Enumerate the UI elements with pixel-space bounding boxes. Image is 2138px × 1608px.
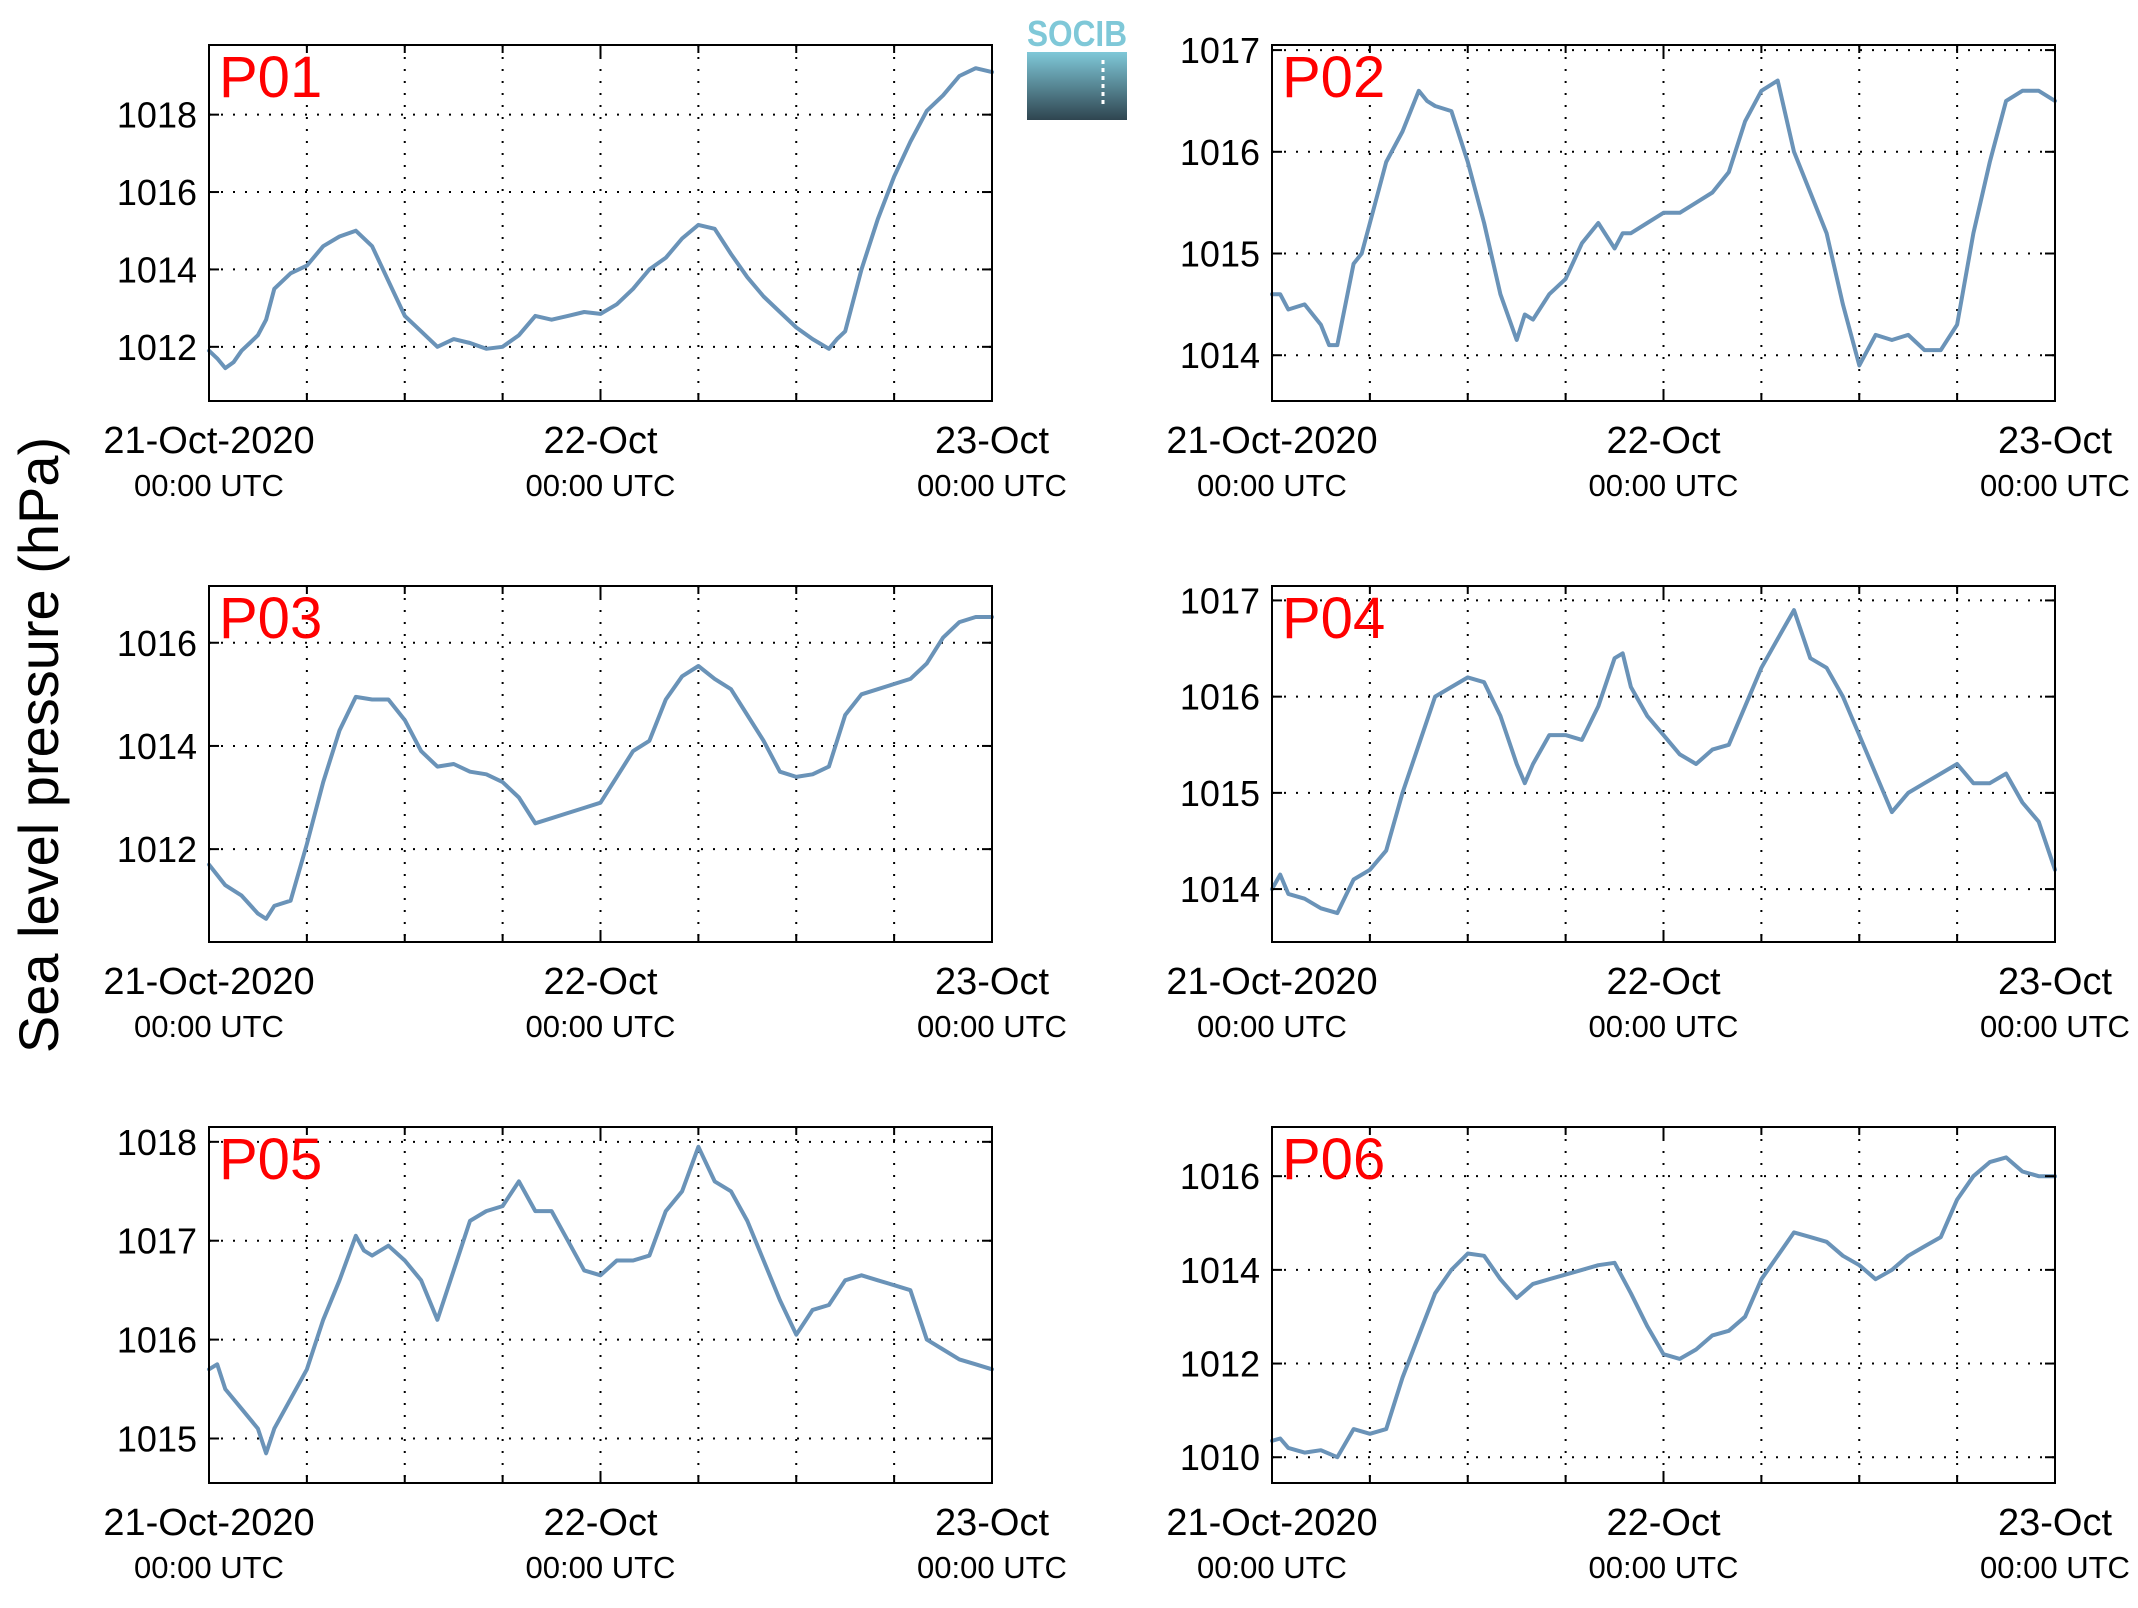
y-tick-label: 1012 (1180, 1344, 1260, 1385)
y-tick-label: 1017 (117, 1221, 197, 1262)
x-tick-label: 21-Oct-2020 (1166, 1502, 1377, 1544)
plot-area (209, 45, 992, 401)
y-tick-label: 1012 (117, 829, 197, 870)
x-tick-sublabel: 00:00 UTC (526, 1550, 676, 1585)
chart-panel-5: 1015 1016 1017 1018 21-Oct-2020 00:00 UTC 22-O… (103, 1122, 1067, 1585)
plot-area (1272, 586, 2055, 942)
x-tick-sublabel: 00:00 UTC (1589, 468, 1739, 503)
x-tick-sublabel: 00:00 UTC (1980, 468, 2130, 503)
y-axis-label: Sea level pressure (hPa) (7, 437, 70, 1053)
series-line-p02 (1270, 78, 2057, 368)
panel-label: P05 (219, 1127, 322, 1192)
y-tick-label: 1018 (117, 95, 197, 136)
panel-label: P04 (1282, 586, 1385, 651)
x-tick-sublabel: 00:00 UTC (134, 468, 284, 503)
series-line-p06 (1270, 1155, 2057, 1460)
socib-logo: SOCIB (1027, 13, 1127, 120)
series-line-p05 (207, 1144, 994, 1456)
x-tick-label: 22-Oct (543, 961, 657, 1003)
y-tick-label: 1016 (1180, 677, 1260, 718)
y-tick-label: 1016 (1180, 1156, 1260, 1197)
y-tick-label: 1014 (117, 726, 197, 767)
y-tick-label: 1016 (117, 623, 197, 664)
logo-block (1027, 52, 1127, 120)
y-tick-label: 1015 (1180, 234, 1260, 275)
panels: 1012 1014 1016 1018 21-Oct-2020 00:00 UTC 22-O… (103, 30, 2130, 1585)
x-tick-label: 23-Oct (1998, 961, 2112, 1003)
y-tick-label: 1016 (117, 172, 197, 213)
logo-text: SOCIB (1027, 13, 1127, 54)
chart-panel-2: 1014 1015 1016 1017 21-Oct-2020 00:00 UTC 22-O… (1166, 30, 2130, 503)
x-tick-sublabel: 00:00 UTC (526, 468, 676, 503)
panel-label: P06 (1282, 1127, 1385, 1192)
plot-area (1272, 45, 2055, 401)
y-tick-label: 1014 (1180, 869, 1260, 910)
x-tick-sublabel: 00:00 UTC (1197, 468, 1347, 503)
x-tick-label: 21-Oct-2020 (1166, 961, 1377, 1003)
y-tick-label: 1012 (117, 327, 197, 368)
y-tick-label: 1014 (117, 249, 197, 290)
x-tick-sublabel: 00:00 UTC (1980, 1009, 2130, 1044)
chart-panel-4: 1014 1015 1016 1017 21-Oct-2020 00:00 UTC 22-O… (1166, 580, 2130, 1044)
plot-area (209, 586, 992, 942)
series-line-p03 (207, 615, 994, 921)
x-tick-sublabel: 00:00 UTC (134, 1550, 284, 1585)
y-tick-label: 1014 (1180, 1250, 1260, 1291)
y-tick-label: 1015 (117, 1419, 197, 1460)
plot-area (209, 1127, 992, 1483)
x-tick-sublabel: 00:00 UTC (1589, 1009, 1739, 1044)
y-tick-label: 1016 (117, 1320, 197, 1361)
x-tick-sublabel: 00:00 UTC (1197, 1009, 1347, 1044)
x-tick-label: 22-Oct (543, 1502, 657, 1544)
x-tick-label: 23-Oct (1998, 420, 2112, 462)
series-line-p01 (207, 66, 994, 371)
panel-label: P01 (219, 45, 322, 110)
x-tick-label: 22-Oct (1606, 420, 1720, 462)
chart-panel-6: 1010 1012 1014 1016 21-Oct-2020 00:00 UTC 22-O… (1166, 1126, 2130, 1585)
x-tick-label: 21-Oct-2020 (1166, 420, 1377, 462)
x-tick-sublabel: 00:00 UTC (1980, 1550, 2130, 1585)
y-tick-label: 1017 (1180, 580, 1260, 621)
y-tick-label: 1016 (1180, 132, 1260, 173)
x-tick-sublabel: 00:00 UTC (134, 1009, 284, 1044)
x-tick-label: 21-Oct-2020 (103, 1502, 314, 1544)
x-tick-label: 22-Oct (1606, 961, 1720, 1003)
x-tick-sublabel: 00:00 UTC (526, 1009, 676, 1044)
x-tick-sublabel: 00:00 UTC (917, 1009, 1067, 1044)
plot-area (1272, 1127, 2055, 1483)
x-tick-label: 23-Oct (935, 420, 1049, 462)
y-tick-label: 1014 (1180, 335, 1260, 376)
x-tick-label: 22-Oct (543, 420, 657, 462)
x-tick-label: 23-Oct (935, 1502, 1049, 1544)
y-tick-label: 1017 (1180, 30, 1260, 71)
y-tick-label: 1018 (117, 1122, 197, 1163)
panel-label: P02 (1282, 45, 1385, 110)
x-tick-label: 21-Oct-2020 (103, 420, 314, 462)
x-tick-label: 23-Oct (1998, 1502, 2112, 1544)
x-tick-sublabel: 00:00 UTC (1589, 1550, 1739, 1585)
x-tick-label: 23-Oct (935, 961, 1049, 1003)
chart-panel-1: 1012 1014 1016 1018 21-Oct-2020 00:00 UTC 22-O… (103, 44, 1067, 503)
y-tick-label: 1015 (1180, 773, 1260, 814)
x-tick-sublabel: 00:00 UTC (917, 468, 1067, 503)
panel-label: P03 (219, 586, 322, 651)
series-line-p04 (1270, 608, 2057, 916)
x-tick-label: 22-Oct (1606, 1502, 1720, 1544)
x-tick-label: 21-Oct-2020 (103, 961, 314, 1003)
y-tick-label: 1010 (1180, 1437, 1260, 1478)
chart-panel-3: 1012 1014 1016 21-Oct-2020 00:00 UTC 22-Oct 00… (103, 585, 1067, 1044)
x-tick-sublabel: 00:00 UTC (1197, 1550, 1347, 1585)
x-tick-sublabel: 00:00 UTC (917, 1550, 1067, 1585)
